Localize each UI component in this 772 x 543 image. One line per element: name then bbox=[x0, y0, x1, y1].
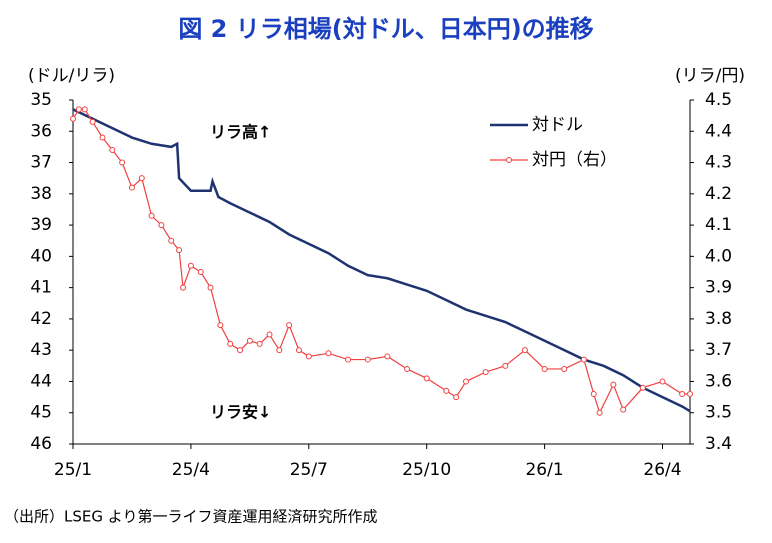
point bbox=[276, 347, 283, 354]
y2-tick-label: 3.8 bbox=[705, 309, 732, 329]
point bbox=[482, 369, 489, 376]
y2-tick-label: 3.4 bbox=[705, 434, 732, 454]
y2-tick-label: 3.5 bbox=[705, 403, 732, 423]
y-axis-label: (ドル/リラ) bbox=[28, 66, 115, 86]
point bbox=[596, 409, 603, 416]
point bbox=[256, 340, 263, 347]
x-tick-label: 25/10 bbox=[402, 460, 451, 480]
y-tick-label: 41 bbox=[30, 278, 52, 298]
point bbox=[138, 175, 145, 182]
point bbox=[99, 134, 106, 141]
y2-tick-label: 3.7 bbox=[705, 340, 732, 360]
point bbox=[109, 147, 116, 154]
point bbox=[158, 222, 165, 229]
point bbox=[345, 356, 352, 363]
x-tick-label: 26/4 bbox=[643, 460, 681, 480]
series-line bbox=[72, 108, 690, 415]
point bbox=[148, 212, 155, 219]
point bbox=[521, 347, 528, 354]
point bbox=[286, 322, 293, 329]
y2-tick-label: 4.1 bbox=[705, 215, 732, 235]
point bbox=[197, 269, 204, 275]
point bbox=[266, 331, 273, 338]
point bbox=[610, 381, 617, 388]
y-tick-label: 37 bbox=[30, 153, 52, 173]
y2-tick-label: 4.0 bbox=[705, 246, 732, 266]
point bbox=[180, 284, 187, 291]
point bbox=[679, 390, 686, 397]
point bbox=[659, 378, 666, 385]
point bbox=[580, 356, 587, 363]
point bbox=[453, 394, 460, 401]
y2-tick-label: 4.3 bbox=[705, 153, 732, 173]
point bbox=[295, 347, 302, 354]
y2-axis-label: (リラ/円) bbox=[675, 66, 745, 86]
point bbox=[364, 356, 371, 363]
point bbox=[89, 118, 96, 125]
x-tick-label: 26/1 bbox=[525, 460, 563, 480]
point bbox=[207, 284, 214, 291]
point bbox=[325, 350, 332, 357]
point bbox=[176, 247, 183, 254]
y-tick-label: 44 bbox=[30, 371, 52, 391]
y-tick-label: 38 bbox=[30, 184, 52, 204]
point bbox=[119, 159, 126, 166]
point bbox=[541, 365, 548, 372]
point bbox=[639, 384, 646, 391]
point bbox=[305, 353, 312, 360]
point bbox=[462, 378, 469, 385]
y-tick-label: 42 bbox=[30, 309, 52, 329]
y-tick-label: 45 bbox=[30, 403, 52, 423]
legend-label: 対円（右） bbox=[532, 150, 617, 170]
x-tick-label: 25/1 bbox=[54, 460, 92, 480]
x-tick-label: 25/4 bbox=[172, 460, 210, 480]
point bbox=[237, 347, 244, 354]
point bbox=[70, 115, 76, 122]
point bbox=[246, 337, 253, 344]
chart-title: 図 2 リラ相場(対ドル、日本円)の推移 bbox=[178, 15, 593, 43]
point bbox=[561, 365, 568, 372]
legend-label: 対ドル bbox=[532, 115, 583, 135]
point bbox=[620, 406, 627, 413]
point bbox=[590, 390, 597, 397]
y-tick-label: 40 bbox=[30, 246, 52, 266]
point bbox=[227, 340, 234, 347]
point bbox=[128, 184, 135, 191]
annotation: リラ安↓ bbox=[210, 403, 271, 422]
annotation: リラ高↑ bbox=[210, 123, 271, 142]
y2-tick-label: 4.5 bbox=[705, 90, 732, 110]
point bbox=[423, 375, 430, 382]
y-tick-label: 46 bbox=[30, 434, 52, 454]
point bbox=[187, 262, 194, 269]
y-tick-label: 39 bbox=[30, 215, 52, 235]
y-tick-label: 43 bbox=[30, 340, 52, 360]
legend-marker bbox=[506, 157, 512, 163]
y2-tick-label: 3.6 bbox=[705, 371, 732, 391]
x-tick-label: 25/7 bbox=[290, 460, 328, 480]
y2-tick-label: 4.4 bbox=[705, 121, 732, 141]
point bbox=[81, 106, 88, 113]
source-note: （出所）LSEG より第一ライフ資産運用経済研究所作成 bbox=[4, 508, 377, 526]
point bbox=[687, 390, 693, 397]
point bbox=[217, 322, 224, 329]
point bbox=[443, 387, 450, 394]
point bbox=[384, 353, 391, 360]
point bbox=[168, 237, 175, 244]
y2-tick-label: 3.9 bbox=[705, 278, 732, 298]
point bbox=[404, 365, 411, 372]
y2-tick-label: 4.2 bbox=[705, 184, 732, 204]
point bbox=[75, 106, 82, 113]
y-tick-label: 35 bbox=[30, 90, 52, 110]
point bbox=[502, 362, 509, 369]
y-tick-label: 36 bbox=[30, 121, 52, 141]
